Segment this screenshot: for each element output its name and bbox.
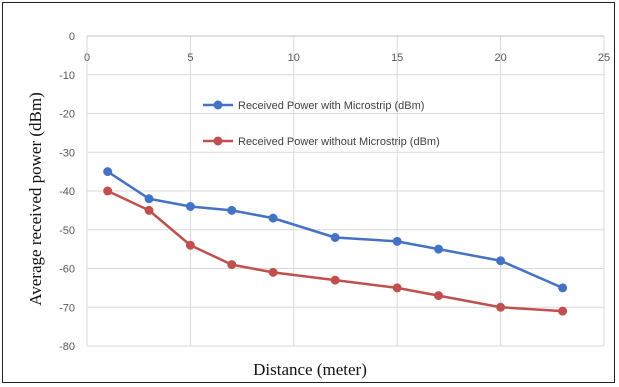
series-2-point: [268, 267, 278, 277]
y-axis-title: Average received power (dBm): [26, 92, 45, 306]
series-line-2: [107, 189, 563, 313]
series-1-point: [558, 283, 568, 293]
series-2-point: [434, 291, 444, 301]
x-tick-labels: 0 5 10 15 20 25: [84, 52, 610, 64]
series-group: [103, 167, 568, 316]
series-1-point: [103, 167, 113, 177]
series-1-point: [392, 236, 402, 246]
series-2-point: [144, 205, 154, 215]
x-tick-label: 15: [391, 52, 403, 64]
legend: Received Power with Microstrip (dBm) Rece…: [203, 100, 440, 148]
y-tick-label: -10: [59, 70, 75, 82]
y-tick-label: -40: [59, 186, 75, 198]
y-tick-label: -20: [59, 109, 75, 121]
legend-marker-1: [213, 100, 223, 110]
y-tick-label: -50: [59, 225, 75, 237]
legend-marker-2: [213, 136, 223, 146]
series-2-point: [496, 302, 506, 312]
y-tick-labels: 0 -10 -20 -30 -40 -50 -60 -70 -80: [59, 31, 75, 353]
x-tick-label: 5: [187, 52, 193, 64]
legend-label-2: Received Power without Microstrip (dBm): [238, 136, 440, 148]
series-1-point: [434, 244, 444, 254]
x-tick-label: 25: [598, 52, 610, 64]
x-tick-label: 20: [494, 52, 506, 64]
series-1-point: [227, 205, 237, 215]
series-2-point: [103, 186, 113, 196]
series-line-1: [106, 170, 564, 290]
x-tick-label: 10: [288, 52, 300, 64]
gridlines: [86, 35, 605, 347]
series-1-point: [496, 256, 506, 266]
legend-label-1: Received Power with Microstrip (dBm): [238, 100, 424, 112]
series-1-point: [185, 202, 195, 211]
series-2-point: [185, 240, 195, 250]
series-2-point: [558, 306, 568, 316]
x-tick-label: 0: [84, 52, 90, 64]
series-2-point: [227, 260, 237, 270]
x-axis-title: Distance (meter): [253, 360, 367, 379]
y-tick-label: -60: [59, 264, 75, 276]
series-1-point: [330, 233, 340, 242]
y-tick-label: -80: [59, 341, 75, 353]
series-1-point: [268, 213, 278, 223]
series-2-point: [330, 275, 340, 285]
y-tick-label: 0: [69, 31, 75, 43]
y-tick-label: -70: [59, 302, 75, 314]
y-tick-label: -30: [59, 147, 75, 159]
series-2-point: [392, 283, 402, 293]
series-1-point: [144, 194, 154, 204]
